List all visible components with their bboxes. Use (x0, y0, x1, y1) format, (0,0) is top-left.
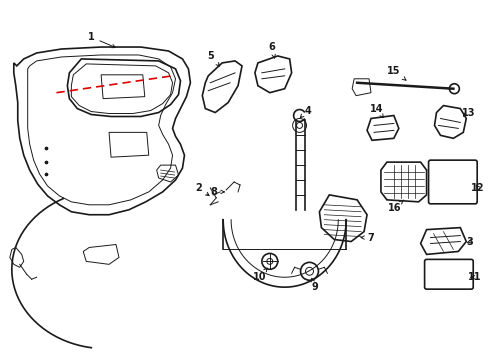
Text: 4: 4 (300, 105, 310, 118)
Text: 1: 1 (88, 32, 115, 48)
Text: 12: 12 (470, 183, 484, 193)
Text: 8: 8 (210, 187, 224, 197)
Text: 9: 9 (310, 278, 317, 292)
Text: 6: 6 (268, 42, 275, 58)
Text: 2: 2 (195, 183, 209, 195)
Text: 15: 15 (386, 66, 405, 80)
Text: 10: 10 (253, 268, 266, 282)
Text: 11: 11 (467, 272, 480, 282)
Text: 7: 7 (360, 233, 374, 243)
Text: 13: 13 (461, 108, 474, 117)
Text: 16: 16 (387, 200, 403, 213)
Text: 5: 5 (206, 51, 219, 66)
Text: 14: 14 (369, 104, 383, 118)
Text: 3: 3 (466, 237, 473, 247)
